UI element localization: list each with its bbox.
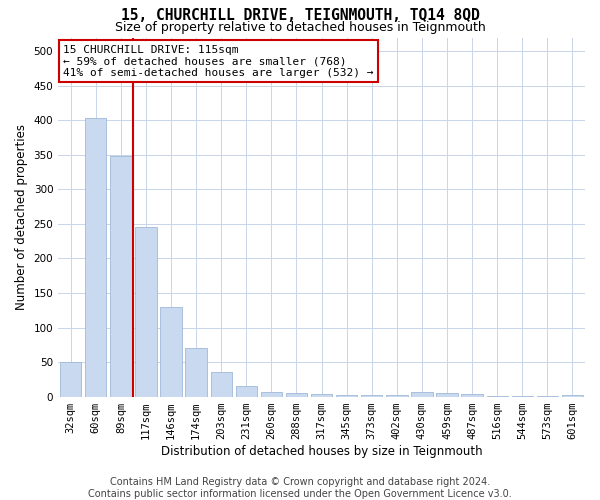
Bar (361, 395, 382, 396)
Bar (185, 348, 207, 397)
Bar (336, 394, 358, 396)
Bar (286, 393, 307, 396)
Bar (411, 392, 433, 396)
Bar (236, 386, 257, 396)
Text: Size of property relative to detached houses in Teignmouth: Size of property relative to detached ho… (115, 21, 485, 34)
Bar (136, 226, 157, 396)
Bar (211, 372, 232, 396)
Bar (436, 393, 458, 396)
Y-axis label: Number of detached properties: Number of detached properties (15, 124, 28, 310)
Bar (85, 118, 106, 396)
X-axis label: Distribution of detached houses by size in Teignmouth: Distribution of detached houses by size … (161, 444, 482, 458)
Bar (311, 394, 332, 396)
Bar (261, 392, 282, 396)
Bar (110, 156, 131, 396)
Text: 15, CHURCHILL DRIVE, TEIGNMOUTH, TQ14 8QD: 15, CHURCHILL DRIVE, TEIGNMOUTH, TQ14 8Q… (121, 8, 479, 22)
Bar (386, 394, 407, 396)
Bar (160, 307, 182, 396)
Text: Contains HM Land Registry data © Crown copyright and database right 2024.
Contai: Contains HM Land Registry data © Crown c… (88, 478, 512, 499)
Text: 15 CHURCHILL DRIVE: 115sqm
← 59% of detached houses are smaller (768)
41% of sem: 15 CHURCHILL DRIVE: 115sqm ← 59% of deta… (64, 44, 374, 78)
Bar (562, 394, 583, 396)
Bar (60, 362, 82, 396)
Bar (461, 394, 483, 396)
